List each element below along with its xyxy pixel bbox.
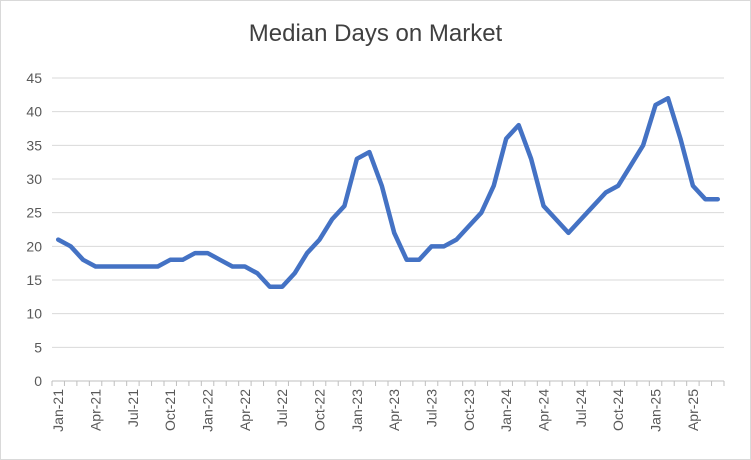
data-point — [566, 231, 570, 235]
x-tick-label: Oct-24 — [610, 389, 626, 431]
data-point — [230, 265, 234, 269]
data-point — [666, 96, 670, 100]
data-point — [579, 217, 583, 221]
data-point — [181, 258, 185, 262]
data-point — [193, 251, 197, 255]
data-point — [492, 184, 496, 188]
data-point — [168, 258, 172, 262]
x-axis: Jan-21 Apr-21 Jul-21 Oct-21 Jan-22 Apr-22 Jul-… — [50, 380, 725, 432]
data-point — [131, 265, 135, 269]
data-point — [629, 164, 633, 168]
x-tick-label: Jan-23 — [349, 389, 365, 432]
data-point — [206, 251, 210, 255]
y-tick-label: 10 — [26, 306, 42, 322]
data-point — [118, 265, 122, 269]
data-point — [143, 265, 147, 269]
data-point — [318, 238, 322, 242]
data-point — [479, 211, 483, 215]
data-point — [243, 265, 247, 269]
data-point — [367, 150, 371, 154]
x-tick-label: Apr-24 — [536, 389, 552, 431]
y-tick-label: 15 — [26, 272, 42, 288]
data-point — [504, 137, 508, 141]
x-tick-label: Jul-22 — [274, 389, 290, 427]
y-tick-label: 20 — [26, 238, 42, 254]
data-point — [616, 184, 620, 188]
data-point — [703, 197, 707, 201]
data-point — [342, 204, 346, 208]
y-tick-label: 35 — [26, 137, 42, 153]
data-point — [280, 285, 284, 289]
x-tick-label: Jul-23 — [424, 389, 440, 427]
x-tick-label: Oct-21 — [162, 389, 178, 431]
x-tick-label: Jan-24 — [498, 389, 514, 432]
data-point — [454, 238, 458, 242]
x-tick-label: Apr-21 — [88, 389, 104, 431]
x-tick-label: Jan-21 — [50, 389, 66, 432]
x-tick-label: Oct-22 — [312, 389, 328, 431]
series-line-0 — [55, 95, 721, 289]
data-point — [380, 184, 384, 188]
data-point — [405, 258, 409, 262]
data-point — [330, 217, 334, 221]
y-tick-label: 0 — [34, 373, 42, 389]
y-tick-label: 45 — [26, 70, 42, 86]
data-point — [716, 197, 720, 201]
data-point — [69, 244, 73, 248]
y-tick-label: 5 — [34, 339, 42, 355]
data-point — [106, 265, 110, 269]
data-point — [255, 271, 259, 275]
data-point — [517, 123, 521, 127]
y-axis: 0 5 10 15 20 25 30 35 40 45 — [26, 70, 42, 389]
x-tick-label: Jan-22 — [200, 389, 216, 432]
chart-title: Median Days on Market — [248, 20, 503, 47]
series-group — [55, 95, 721, 289]
x-tick-label: Apr-22 — [237, 389, 253, 431]
data-point — [604, 190, 608, 194]
x-tick-label: Oct-23 — [461, 389, 477, 431]
x-tick-label: Apr-23 — [386, 389, 402, 431]
data-point — [293, 271, 297, 275]
data-point — [691, 184, 695, 188]
x-tick-label: Jul-24 — [573, 389, 589, 427]
data-point — [56, 238, 60, 242]
data-point — [268, 285, 272, 289]
data-point — [218, 258, 222, 262]
x-tick-label: Jul-21 — [125, 389, 141, 427]
gridlines — [52, 77, 724, 348]
data-point — [305, 251, 309, 255]
data-point — [417, 258, 421, 262]
data-point — [430, 244, 434, 248]
x-tick-label: Jan-25 — [648, 389, 664, 432]
data-point — [542, 204, 546, 208]
data-point — [554, 217, 558, 221]
data-point — [81, 258, 85, 262]
data-point — [156, 265, 160, 269]
y-tick-label: 30 — [26, 171, 42, 187]
data-point — [591, 204, 595, 208]
data-point — [355, 157, 359, 161]
data-point — [654, 103, 658, 107]
data-point — [678, 137, 682, 141]
data-point — [467, 224, 471, 228]
y-tick-label: 25 — [26, 205, 42, 221]
x-tick-label: Apr-25 — [685, 389, 701, 431]
data-point — [94, 265, 98, 269]
data-point — [529, 157, 533, 161]
data-point — [641, 143, 645, 147]
y-tick-label: 40 — [26, 104, 42, 120]
data-point — [442, 244, 446, 248]
data-point — [392, 231, 396, 235]
